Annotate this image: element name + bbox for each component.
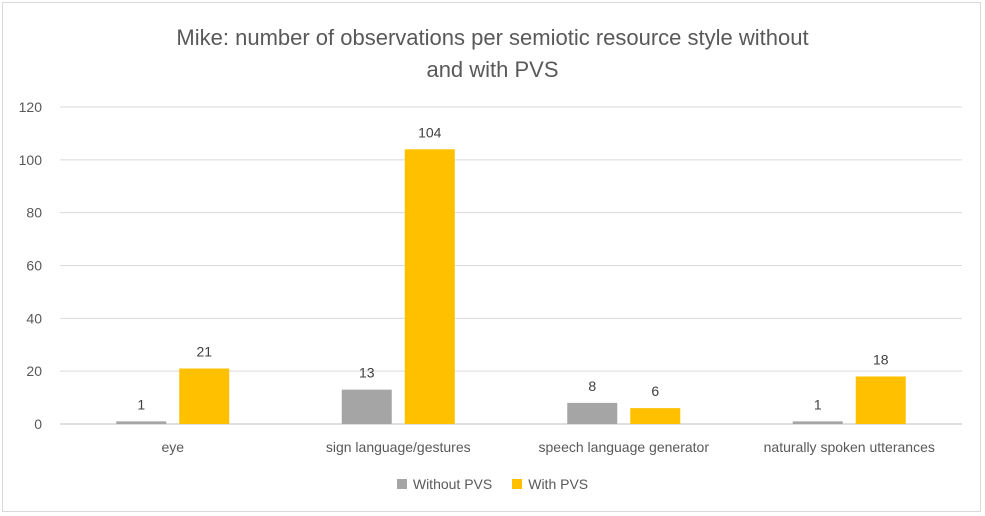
data-label: 1 — [814, 396, 822, 412]
bar-with-pvs — [404, 149, 455, 424]
chart-title: Mike: number of observations per semioti… — [0, 22, 985, 86]
legend-label-with-pvs: With PVS — [528, 476, 589, 492]
bar-without-pvs — [567, 402, 618, 424]
chart-title-line-2: and with PVS — [426, 57, 559, 82]
bar-without-pvs — [792, 421, 843, 424]
data-label: 6 — [651, 383, 659, 399]
bar-with-pvs — [179, 368, 230, 424]
y-tick-label: 120 — [19, 99, 43, 115]
y-tick-label: 40 — [26, 310, 42, 326]
x-tick-label: eye — [161, 439, 184, 455]
legend-item-without-pvs: Without PVS — [396, 476, 493, 492]
y-tick-label: 20 — [26, 363, 42, 379]
chart-title-line-1: Mike: number of observations per semioti… — [176, 25, 809, 50]
data-label: 104 — [418, 124, 442, 140]
bar-with-pvs — [855, 376, 906, 424]
legend: Without PVS With PVS — [0, 476, 985, 492]
y-tick-label: 60 — [26, 258, 42, 274]
bar-without-pvs — [341, 389, 392, 424]
data-label: 8 — [588, 378, 596, 394]
legend-item-with-pvs: With PVS — [512, 476, 588, 492]
y-tick-label: 100 — [19, 152, 43, 168]
x-tick-label: naturally spoken utterances — [764, 439, 935, 455]
data-label: 13 — [359, 365, 375, 381]
bar-with-pvs — [630, 408, 681, 424]
data-label: 21 — [196, 344, 212, 360]
data-label: 1 — [137, 396, 145, 412]
legend-swatch-without-pvs — [396, 479, 407, 489]
y-tick-label: 80 — [26, 205, 42, 221]
legend-swatch-with-pvs — [512, 479, 523, 489]
y-tick-label: 0 — [34, 416, 42, 432]
x-tick-label: speech language generator — [539, 439, 710, 455]
legend-label-without-pvs: Without PVS — [412, 476, 493, 492]
bar-without-pvs — [116, 421, 167, 424]
data-label: 18 — [873, 351, 889, 367]
x-tick-label: sign language/gestures — [326, 439, 471, 455]
